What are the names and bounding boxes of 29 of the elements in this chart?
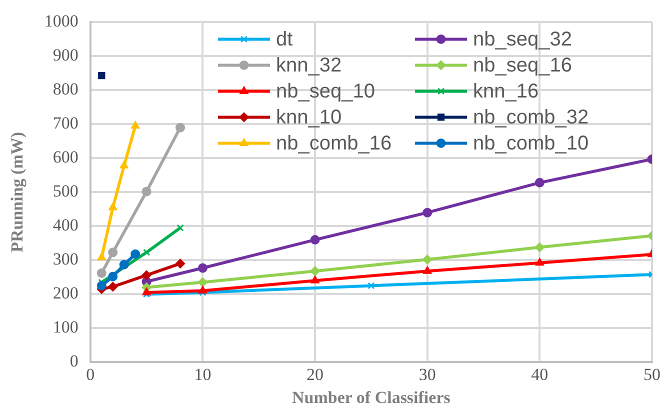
- legend-label: nb_comb_16: [276, 132, 392, 155]
- legend-label: nb_seq_10: [276, 80, 375, 103]
- legend-label: nb_comb_32: [473, 106, 589, 129]
- x-tick-label: 40: [531, 364, 548, 384]
- y-axis-title: PRunning (mW): [8, 132, 27, 252]
- legend-label: knn_10: [276, 106, 342, 129]
- y-tick-label: 100: [52, 318, 78, 337]
- legend-label: nb_seq_16: [473, 54, 572, 77]
- y-tick-label: 300: [52, 250, 78, 269]
- y-tick-label: 400: [52, 216, 78, 235]
- x-tick-label: 20: [306, 364, 324, 384]
- x-axis-title: Number of Classifiers: [292, 388, 451, 408]
- y-tick-label: 0: [70, 352, 78, 371]
- y-tick-label: 900: [52, 46, 78, 65]
- y-tick-label: 200: [52, 284, 78, 303]
- y-tick-label: 500: [52, 182, 78, 201]
- legend-label: nb_comb_10: [473, 132, 589, 155]
- y-tick-label: 1000: [44, 12, 78, 31]
- y-tick-label: 700: [52, 114, 78, 133]
- y-tick-label: 600: [52, 148, 78, 167]
- x-tick-label: 0: [86, 364, 95, 384]
- legend-label: nb_seq_32: [473, 28, 572, 51]
- legend-label: knn_32: [276, 54, 342, 77]
- legend-label: dt: [276, 28, 294, 51]
- x-tick-label: 50: [644, 364, 660, 384]
- legend-label: knn_16: [473, 80, 539, 103]
- x-tick-label: 10: [194, 364, 212, 384]
- y-tick-label: 800: [52, 80, 78, 99]
- x-tick-label: 30: [418, 364, 436, 384]
